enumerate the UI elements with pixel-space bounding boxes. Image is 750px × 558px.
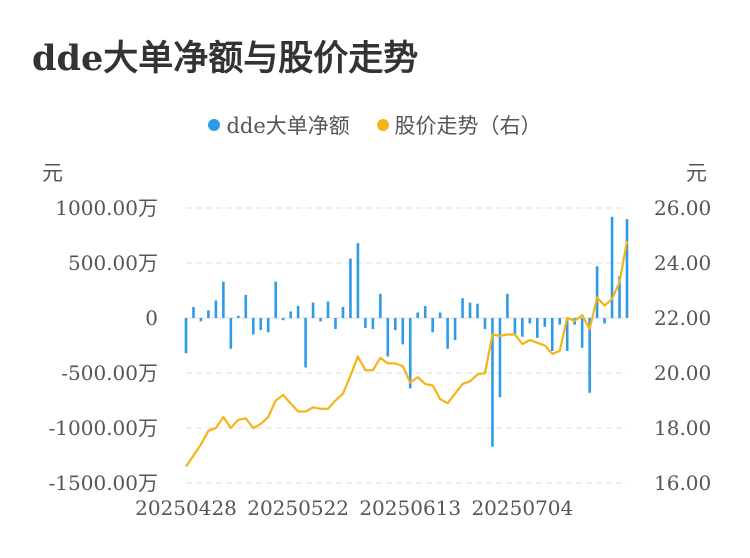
dde-bar — [513, 318, 517, 335]
legend-item-dde[interactable]: dde大单净额 — [208, 110, 350, 140]
dde-bar — [558, 318, 562, 325]
y-left-tick-label: -1000.00万 — [49, 416, 158, 440]
dde-bar — [453, 318, 457, 340]
dde-bar — [536, 318, 539, 338]
x-tick-label: 20250704 — [471, 496, 573, 520]
legend-label-dde: dde大单净额 — [226, 114, 350, 138]
dde-bar — [580, 318, 584, 348]
legend-dot-price — [376, 119, 389, 131]
dde-bar — [274, 281, 277, 318]
dde-bar — [356, 243, 360, 318]
legend-item-price[interactable]: 股价走势（右） — [376, 110, 542, 140]
legend: dde大单净额 股价走势（右） — [0, 110, 750, 140]
dde-bar — [207, 310, 210, 318]
dde-bar — [379, 293, 382, 318]
dde-bar — [543, 318, 547, 327]
dde-bar — [229, 318, 233, 349]
dde-bar — [438, 312, 442, 318]
dde-bar — [506, 293, 509, 318]
y-left-tick-label: 1000.00万 — [55, 196, 158, 220]
dde-bar — [431, 318, 434, 333]
dde-bar — [214, 300, 218, 318]
dde-bar — [595, 266, 599, 318]
y-left-tick-label: -500.00万 — [61, 361, 158, 385]
dde-bar — [259, 318, 263, 331]
dde-bar — [610, 216, 614, 318]
y-right-tick-label: 22.00 — [654, 306, 711, 330]
dde-bar — [364, 318, 367, 328]
dde-bar — [311, 302, 315, 318]
chart-title: dde大单净额与股价走势 — [32, 38, 419, 79]
dde-bar — [476, 303, 479, 318]
dde-bar — [222, 281, 225, 318]
dde-bar — [326, 301, 330, 318]
x-tick-label: 20250428 — [135, 496, 237, 520]
right-axis-unit: 元 — [686, 161, 707, 185]
dde-bar — [416, 312, 420, 318]
y-left-tick-label: -1500.00万 — [49, 471, 158, 495]
y-left-tick-label: 0 — [145, 306, 158, 330]
dde-bar — [423, 305, 427, 318]
dde-bar — [371, 318, 375, 329]
legend-dot-dde — [208, 119, 221, 131]
dde-bar — [588, 318, 591, 393]
dde-bar — [498, 318, 502, 398]
dde-bar — [446, 318, 449, 349]
dde-bar — [625, 219, 629, 318]
dde-bar — [401, 318, 405, 345]
price-line — [185, 240, 629, 468]
y-right-tick-label: 18.00 — [654, 416, 711, 440]
dde-bar — [244, 294, 248, 318]
x-tick-label: 20250522 — [247, 496, 349, 520]
dde-bar — [550, 318, 554, 351]
dde-bar — [341, 307, 345, 318]
dde-bar — [408, 318, 412, 389]
dde-bar — [528, 318, 532, 324]
x-tick-label: 20250613 — [359, 496, 461, 520]
dde-bar — [393, 318, 397, 331]
dde-bar — [349, 258, 352, 318]
dde-bar — [199, 318, 203, 322]
y-right-tick-label: 20.00 — [654, 361, 711, 385]
dde-bar — [491, 318, 494, 447]
legend-label-price: 股价走势（右） — [394, 114, 542, 138]
dde-bar — [483, 318, 487, 329]
dde-bar — [251, 318, 255, 335]
dde-bar — [184, 318, 188, 354]
dde-bar — [461, 298, 464, 318]
y-right-tick-label: 16.00 — [654, 471, 711, 495]
dde-bar — [468, 302, 472, 318]
left-axis-unit: 元 — [42, 161, 63, 185]
dde-bar — [521, 318, 524, 337]
dde-bar — [386, 318, 390, 357]
dde-bar — [603, 318, 606, 324]
dde-bar — [319, 318, 322, 322]
dde-bar — [565, 318, 569, 351]
dde-bar — [304, 318, 307, 368]
dde-bar — [237, 315, 240, 318]
dde-bar — [296, 305, 300, 318]
y-right-tick-label: 26.00 — [654, 196, 711, 220]
dde-bar — [618, 276, 621, 318]
dde-bar — [289, 311, 292, 318]
y-right-tick-label: 24.00 — [654, 251, 711, 275]
dde-bar — [266, 318, 270, 333]
dde-bar — [334, 318, 337, 329]
dde-bar — [192, 307, 195, 318]
dde-bar — [281, 318, 285, 321]
y-left-tick-label: 500.00万 — [68, 251, 158, 275]
